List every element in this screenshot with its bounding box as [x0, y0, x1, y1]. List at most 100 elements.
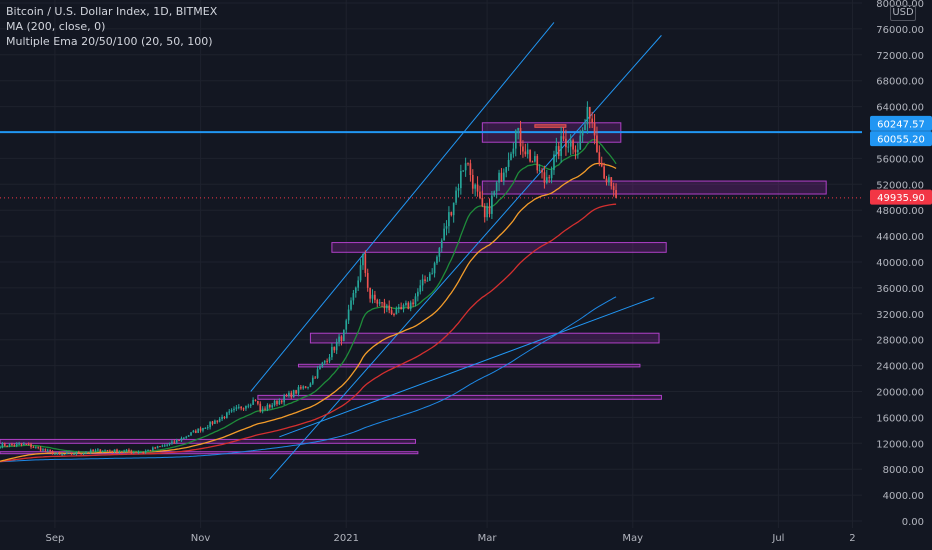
candle-body: [264, 408, 266, 410]
candle-body: [600, 162, 603, 167]
candle-body: [467, 163, 469, 165]
candle-body: [538, 169, 541, 171]
candle-body: [307, 386, 309, 388]
candle-body: [101, 451, 104, 453]
candle-body: [300, 387, 302, 389]
candle-body: [137, 452, 140, 454]
candle-body: [366, 272, 369, 288]
candle-body: [190, 432, 192, 436]
candle-body: [144, 450, 147, 453]
candle-body: [555, 146, 558, 155]
candle-body: [211, 421, 214, 424]
candle-body: [374, 294, 376, 300]
candle-body: [66, 452, 68, 455]
candle-body: [545, 177, 548, 183]
ema100-line: [0, 203, 617, 463]
y-tick-label: 32000.00: [876, 310, 924, 321]
candle-body: [433, 263, 436, 274]
candle-body: [39, 447, 42, 451]
candle-body: [569, 140, 572, 147]
candle-body: [149, 449, 152, 451]
candle-body: [452, 202, 455, 216]
candle-body: [89, 449, 92, 453]
support-resistance-zones: [0, 122, 827, 455]
candle-body: [331, 346, 333, 358]
candle-body: [42, 449, 44, 451]
candle-body: [381, 302, 383, 304]
legend-ma[interactable]: MA (200, close, 0): [6, 20, 106, 33]
candle-body: [519, 127, 522, 147]
candle-body: [132, 451, 135, 453]
candle-body: [524, 151, 527, 155]
candle-body: [584, 124, 586, 131]
candle-body: [326, 360, 328, 362]
candle-body: [333, 346, 336, 351]
candle-body: [249, 404, 252, 406]
currency-label[interactable]: USD: [890, 5, 916, 21]
candle-body: [428, 273, 431, 281]
price-axis[interactable]: 0.00 4000.00 8000.00 12000.00 16000.00 20000.…: [876, 0, 924, 528]
candle-body: [271, 405, 274, 408]
candle-body: [309, 383, 312, 387]
price-zone: [0, 438, 416, 444]
price-tag-bg: [870, 115, 932, 131]
candle-body: [505, 166, 508, 173]
candle-body: [49, 449, 51, 451]
candle-body: [593, 122, 596, 136]
candle-body: [142, 451, 145, 453]
candle-body: [397, 307, 400, 309]
ema50-line: [0, 162, 617, 462]
candle-body: [460, 170, 462, 189]
chart-legend: Bitcoin / U.S. Dollar Index, 1D, BITMEX …: [6, 4, 217, 49]
candle-body: [531, 161, 534, 163]
candle-body: [118, 451, 121, 453]
candle-body: [450, 212, 453, 216]
candle-body: [462, 170, 465, 172]
candle-body: [254, 399, 257, 401]
candle-body: [514, 130, 517, 149]
time-axis[interactable]: Sep Nov 2021 Mar May Jul 2: [45, 533, 855, 544]
candle-body: [111, 450, 114, 452]
candle-body: [27, 444, 30, 446]
candle-body: [32, 447, 35, 449]
candle-body: [438, 247, 441, 257]
candle-body: [536, 156, 539, 171]
candle-body: [11, 444, 13, 446]
candle-body: [228, 411, 231, 413]
candle-body: [402, 304, 405, 310]
y-tick-label: 12000.00: [876, 439, 924, 450]
candle-body: [20, 443, 23, 445]
legend-symbol[interactable]: Bitcoin / U.S. Dollar Index, 1D, BITMEX: [6, 5, 218, 18]
candle-body: [421, 279, 424, 286]
candle-body: [407, 302, 410, 309]
candle-body: [486, 206, 488, 218]
y-tick-label: 40000.00: [876, 258, 924, 269]
candle-body: [319, 366, 321, 370]
candle-body: [321, 362, 324, 367]
candle-body: [469, 163, 472, 176]
candle-body: [522, 146, 524, 152]
candle-body: [526, 149, 529, 155]
candle-body: [218, 418, 221, 422]
y-tick-label: 56000.00: [876, 154, 924, 165]
x-tick-label: May: [622, 533, 643, 544]
candle-body: [266, 404, 269, 410]
candle-body: [192, 430, 195, 433]
candle-body: [474, 184, 477, 189]
candle-body: [510, 153, 512, 160]
candle-body: [400, 307, 402, 310]
price-tag-bg: [870, 131, 932, 147]
candle-body: [125, 449, 128, 451]
candle-body: [362, 253, 364, 266]
trendline: [269, 35, 662, 480]
candle-body: [581, 130, 584, 136]
candle-body: [412, 302, 414, 305]
candle-body: [180, 438, 183, 441]
price-zone: [309, 332, 660, 344]
legend-ema[interactable]: Multiple Ema 20/50/100 (20, 50, 100): [6, 35, 213, 48]
candle-body: [350, 300, 352, 310]
candle-body: [383, 302, 386, 309]
candle-body: [376, 299, 379, 304]
